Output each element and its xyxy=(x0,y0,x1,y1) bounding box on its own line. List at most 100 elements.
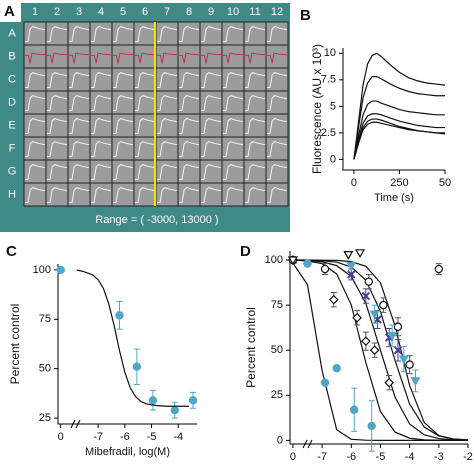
column-label: 8 xyxy=(186,6,192,18)
x-tick-label: 0 xyxy=(58,431,64,443)
well-trace xyxy=(113,141,133,158)
y-tick-label: 5 xyxy=(330,100,336,112)
point xyxy=(387,332,398,341)
well-trace xyxy=(91,26,111,43)
y-tick-label: 100 xyxy=(33,264,51,276)
x-tick-label: -6 xyxy=(120,431,130,443)
well-trace xyxy=(69,52,89,64)
point xyxy=(410,377,421,387)
fit-line xyxy=(292,259,469,441)
well-trace xyxy=(47,26,67,43)
well-trace xyxy=(245,141,265,158)
well-trace xyxy=(267,118,287,135)
well-trace xyxy=(135,164,155,181)
panel-label: B xyxy=(300,7,311,24)
point xyxy=(115,311,124,320)
point xyxy=(434,264,444,274)
well-trace xyxy=(245,95,265,112)
well-trace xyxy=(47,187,67,204)
well-trace xyxy=(113,187,133,204)
point xyxy=(364,277,373,286)
well-trace xyxy=(91,187,111,204)
y-tick-label: 0 xyxy=(330,153,336,165)
y-tick-label: 25 xyxy=(39,412,51,424)
point xyxy=(393,345,403,355)
well-trace xyxy=(69,141,89,158)
well-trace xyxy=(91,72,111,89)
well-trace xyxy=(25,72,45,89)
axes xyxy=(57,264,197,425)
y-tick-label: 7.5 xyxy=(321,74,336,86)
x-tick-label: -4 xyxy=(173,431,183,443)
well xyxy=(265,44,289,69)
well xyxy=(45,44,69,69)
well-trace xyxy=(245,187,265,204)
well-trace xyxy=(69,118,89,135)
well xyxy=(67,44,91,69)
point xyxy=(349,405,359,414)
y-tick-label: 10 xyxy=(324,47,336,59)
panel-label: D xyxy=(240,243,251,260)
well-trace xyxy=(267,52,287,64)
point xyxy=(367,421,376,431)
well-trace xyxy=(267,26,287,43)
y-tick-label: 25 xyxy=(271,389,283,401)
point xyxy=(398,355,409,365)
point xyxy=(405,360,414,369)
well-trace xyxy=(135,95,155,112)
well xyxy=(89,44,113,69)
x-tick-label: -5 xyxy=(376,451,386,463)
x-tick-label: -4 xyxy=(405,451,415,463)
well-trace xyxy=(223,118,243,135)
well-trace xyxy=(179,72,199,89)
point xyxy=(170,405,180,415)
well-trace xyxy=(179,26,199,43)
y-tick-label: 2.5 xyxy=(321,127,336,139)
well-trace xyxy=(201,164,221,181)
well xyxy=(111,44,135,69)
well-trace xyxy=(179,164,199,181)
well xyxy=(155,44,179,69)
well-trace xyxy=(223,164,243,181)
y-axis-label: Percent control xyxy=(8,304,22,385)
well-trace xyxy=(179,118,199,135)
column-label: 9 xyxy=(208,6,214,18)
well-trace xyxy=(157,72,177,89)
axis-break xyxy=(302,439,313,449)
well-trace xyxy=(113,72,133,89)
well-trace xyxy=(179,141,199,158)
column-label: 11 xyxy=(249,6,260,18)
plate-caption: Range = ( -3000, 13000 ) xyxy=(95,214,218,226)
well-trace xyxy=(25,118,45,135)
well-trace xyxy=(179,187,199,204)
fit-line xyxy=(353,76,445,160)
well-trace xyxy=(267,164,287,181)
well xyxy=(221,44,245,69)
well xyxy=(23,44,47,69)
point xyxy=(384,377,395,388)
well-trace xyxy=(69,26,89,43)
well-trace xyxy=(267,141,287,158)
panel-label-bg xyxy=(0,0,21,22)
well-trace xyxy=(135,72,155,89)
well-trace xyxy=(201,72,221,89)
point xyxy=(393,322,403,331)
well-trace xyxy=(223,187,243,204)
point xyxy=(352,312,362,323)
well-trace xyxy=(47,141,67,158)
well-trace xyxy=(47,95,67,112)
well-trace xyxy=(25,141,45,158)
well xyxy=(177,44,201,69)
point xyxy=(148,396,158,405)
well-trace xyxy=(157,187,177,204)
fit-line xyxy=(353,52,446,160)
well-trace xyxy=(69,72,89,89)
point xyxy=(343,251,354,260)
row-label: D xyxy=(8,96,16,108)
well xyxy=(133,44,157,69)
axis-break xyxy=(70,419,81,429)
fit-line xyxy=(292,259,469,441)
well-trace xyxy=(157,118,177,135)
point xyxy=(188,396,198,405)
